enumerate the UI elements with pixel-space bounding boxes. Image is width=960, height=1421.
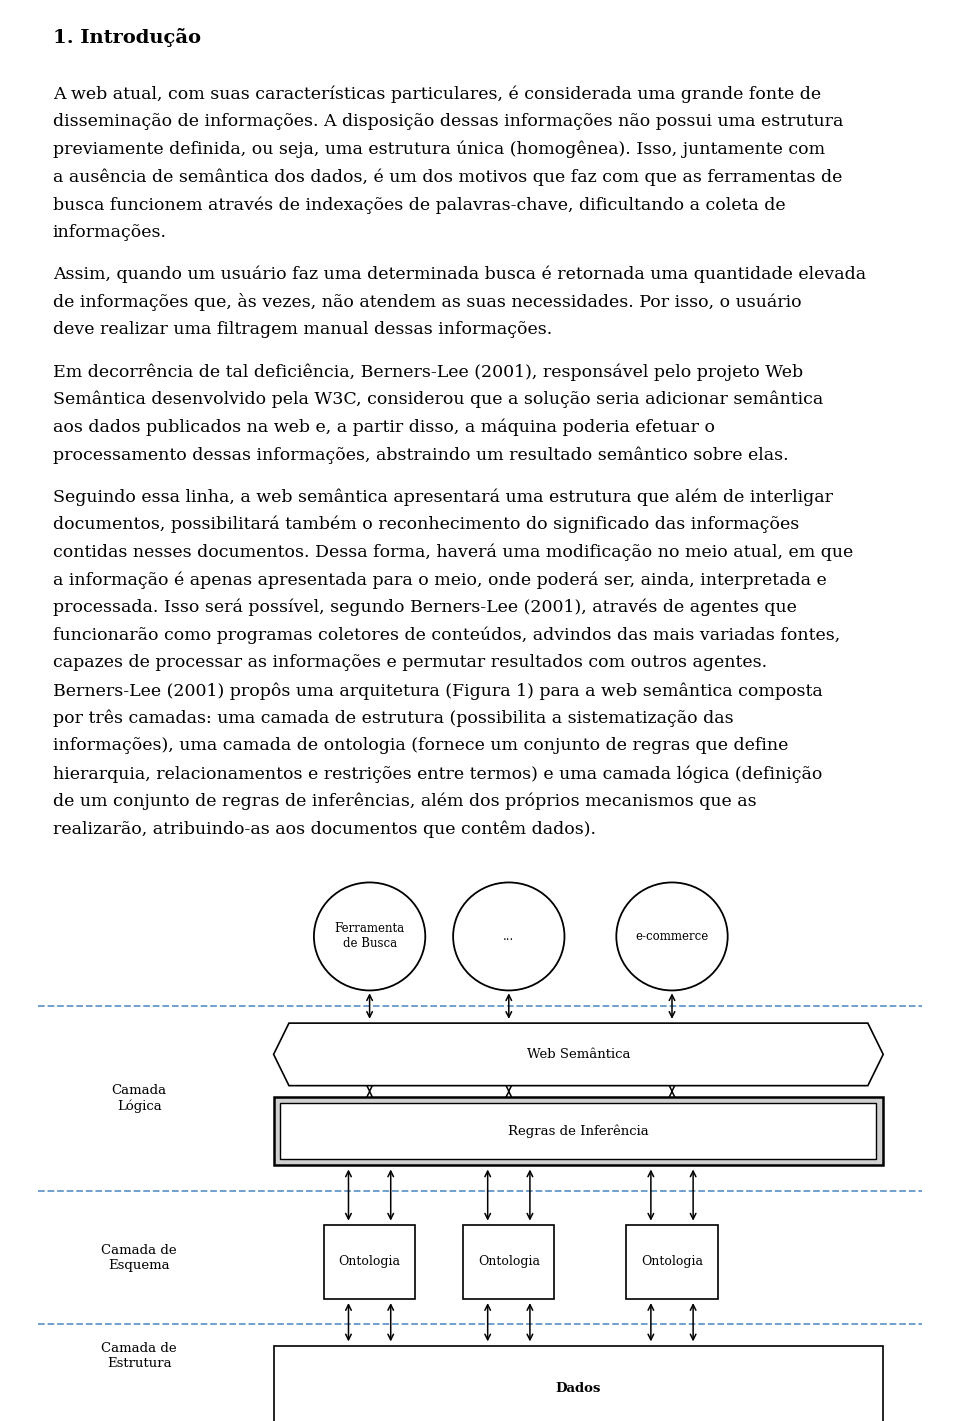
- Text: ...: ...: [503, 929, 515, 944]
- Text: processamento dessas informações, abstraindo um resultado semântico sobre elas.: processamento dessas informações, abstra…: [53, 446, 788, 463]
- Text: Ontologia: Ontologia: [478, 1255, 540, 1269]
- FancyBboxPatch shape: [280, 1103, 876, 1160]
- Text: informações), uma camada de ontologia (fornece um conjunto de regras que define: informações), uma camada de ontologia (f…: [53, 737, 788, 755]
- Text: por três camadas: uma camada de estrutura (possibilita a sistematização das: por três camadas: uma camada de estrutur…: [53, 709, 733, 728]
- Text: hierarquia, relacionamentos e restrições entre termos) e uma camada lógica (defi: hierarquia, relacionamentos e restrições…: [53, 764, 822, 783]
- Text: Camada de
Esquema: Camada de Esquema: [102, 1243, 177, 1272]
- Text: realizarão, atribuindo-as aos documentos que contêm dados).: realizarão, atribuindo-as aos documentos…: [53, 820, 596, 838]
- Text: Web Semântica: Web Semântica: [527, 1047, 630, 1061]
- Text: documentos, possibilitará também o reconhecimento do significado das informações: documentos, possibilitará também o recon…: [53, 516, 799, 533]
- Text: disseminação de informações. A disposição dessas informações não possui uma estr: disseminação de informações. A disposiçã…: [53, 112, 843, 129]
- Text: a informação é apenas apresentada para o meio, onde poderá ser, ainda, interpret: a informação é apenas apresentada para o…: [53, 571, 827, 588]
- Text: busca funcionem através de indexações de palavras-chave, dificultando a coleta d: busca funcionem através de indexações de…: [53, 196, 785, 213]
- Ellipse shape: [616, 882, 728, 990]
- Text: Dados: Dados: [556, 1381, 601, 1395]
- Text: 1. Introdução: 1. Introdução: [53, 28, 201, 47]
- Text: Berners-Lee (2001) propôs uma arquitetura (Figura 1) para a web semântica compos: Berners-Lee (2001) propôs uma arquitetur…: [53, 682, 823, 699]
- Text: Ontologia: Ontologia: [641, 1255, 703, 1269]
- FancyBboxPatch shape: [274, 1346, 883, 1421]
- Text: de um conjunto de regras de inferências, além dos próprios mecanismos que as: de um conjunto de regras de inferências,…: [53, 793, 756, 810]
- FancyBboxPatch shape: [626, 1225, 717, 1299]
- Text: Ferramenta
de Busca: Ferramenta de Busca: [334, 922, 405, 951]
- Text: e-commerce: e-commerce: [636, 929, 708, 944]
- Text: capazes de processar as informações e permutar resultados com outros agentes.: capazes de processar as informações e pe…: [53, 654, 767, 671]
- Ellipse shape: [314, 882, 425, 990]
- FancyBboxPatch shape: [464, 1225, 555, 1299]
- Text: Camada de
Estrutura: Camada de Estrutura: [102, 1343, 177, 1370]
- Text: Semântica desenvolvido pela W3C, considerou que a solução seria adicionar semânt: Semântica desenvolvido pela W3C, conside…: [53, 391, 823, 408]
- Text: deve realizar uma filtragem manual dessas informações.: deve realizar uma filtragem manual dessa…: [53, 321, 552, 338]
- Ellipse shape: [453, 882, 564, 990]
- Text: contidas nesses documentos. Dessa forma, haverá uma modificação no meio atual, e: contidas nesses documentos. Dessa forma,…: [53, 543, 853, 561]
- Text: Seguindo essa linha, a web semântica apresentará uma estrutura que além de inter: Seguindo essa linha, a web semântica apr…: [53, 487, 832, 506]
- Text: aos dados publicados na web e, a partir disso, a máquina poderia efetuar o: aos dados publicados na web e, a partir …: [53, 418, 715, 436]
- Text: previamente definida, ou seja, uma estrutura única (homogênea). Isso, juntamente: previamente definida, ou seja, uma estru…: [53, 141, 825, 158]
- Text: A web atual, com suas características particulares, é considerada uma grande fon: A web atual, com suas características pa…: [53, 85, 821, 102]
- Polygon shape: [274, 1023, 883, 1086]
- Text: Camada
Lógica: Camada Lógica: [111, 1084, 167, 1113]
- Text: Ontologia: Ontologia: [339, 1255, 400, 1269]
- Text: Em decorrência de tal deficiência, Berners-Lee (2001), responsável pelo projeto : Em decorrência de tal deficiência, Berne…: [53, 362, 803, 381]
- Text: funcionarão como programas coletores de conteúdos, advindos das mais variadas fo: funcionarão como programas coletores de …: [53, 627, 840, 644]
- Text: informações.: informações.: [53, 223, 167, 240]
- FancyBboxPatch shape: [324, 1225, 415, 1299]
- Text: Regras de Inferência: Regras de Inferência: [508, 1124, 649, 1138]
- Text: Assim, quando um usuário faz uma determinada busca é retornada uma quantidade el: Assim, quando um usuário faz uma determi…: [53, 266, 866, 283]
- FancyBboxPatch shape: [274, 1097, 883, 1165]
- Text: processada. Isso será possível, segundo Berners-Lee (2001), através de agentes q: processada. Isso será possível, segundo …: [53, 598, 797, 617]
- Text: de informações que, às vezes, não atendem as suas necessidades. Por isso, o usuá: de informações que, às vezes, não atende…: [53, 293, 802, 311]
- Text: a ausência de semântica dos dados, é um dos motivos que faz com que as ferrament: a ausência de semântica dos dados, é um …: [53, 169, 842, 186]
